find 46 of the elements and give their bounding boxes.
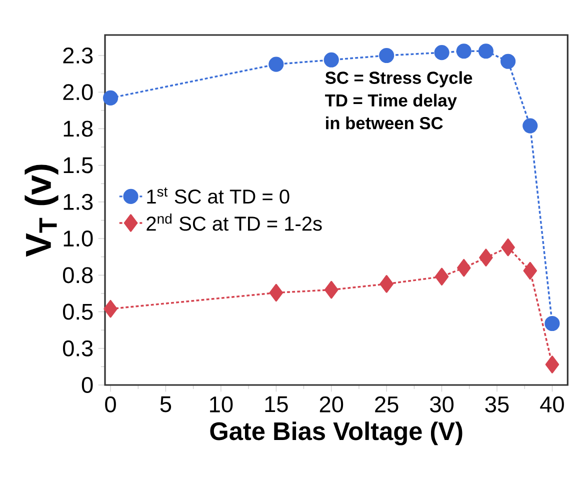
point xyxy=(379,48,394,64)
point xyxy=(380,275,394,293)
y-tick-label: 1.8 xyxy=(64,120,93,137)
y-tick-label: 0.8 xyxy=(62,267,93,284)
point xyxy=(324,280,338,299)
point xyxy=(268,56,284,72)
point xyxy=(102,90,118,106)
point xyxy=(434,45,450,60)
annotation: TD = Time delay xyxy=(325,94,457,110)
annotation: in between SC xyxy=(326,116,443,130)
y-tick-label: 0 xyxy=(82,376,93,394)
x-axis-title: Gate Bias Voltage (V) xyxy=(210,422,462,446)
x-tick-label: 30 xyxy=(430,396,454,412)
legend-label: 2$^{nd}$ SC at TD = 1-2s xyxy=(146,213,322,231)
point xyxy=(104,300,118,318)
point xyxy=(501,238,515,256)
point xyxy=(544,316,560,332)
point xyxy=(500,54,516,69)
x-tick-label: 5 xyxy=(160,396,172,412)
y-tick-label: 2.0 xyxy=(63,84,93,100)
y-tick-label: 1.0 xyxy=(64,230,93,247)
y-tick-label: 1.5 xyxy=(64,157,93,174)
x-tick-label: 25 xyxy=(375,396,398,412)
x-tick-label: 35 xyxy=(485,396,509,412)
x-tick-label: 20 xyxy=(320,396,344,412)
y-axis-title: V$_{T}$ (v) xyxy=(24,164,58,257)
y-tick-label: 0.5 xyxy=(62,304,93,320)
y-tick-label: 2.3 xyxy=(63,47,93,64)
point xyxy=(324,52,339,68)
x-tick-label: 0 xyxy=(105,396,116,412)
x-tick-label: 10 xyxy=(210,396,233,412)
point xyxy=(434,268,449,286)
x-tick-label: 15 xyxy=(265,396,288,412)
y-tick-label: 1.3 xyxy=(64,194,93,210)
point xyxy=(478,44,494,59)
point xyxy=(479,248,493,266)
legend-label: 1$^{st}$ SC at TD = 0 xyxy=(147,187,290,204)
point xyxy=(456,44,472,59)
point xyxy=(523,262,537,280)
point xyxy=(457,258,471,277)
y-tick-label: 0.3 xyxy=(62,340,93,356)
point xyxy=(269,284,284,302)
annotation: SC = Stress Cycle xyxy=(325,71,472,88)
x-tick-label: 40 xyxy=(540,396,564,412)
point xyxy=(522,118,538,134)
point xyxy=(545,356,560,374)
